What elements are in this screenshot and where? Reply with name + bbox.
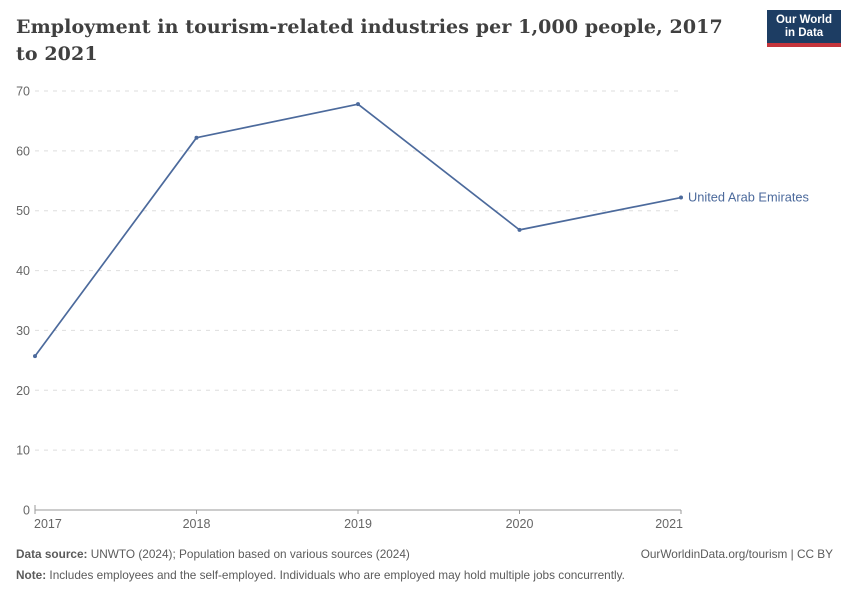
footer-row-note: Note: Includes employees and the self-em… [16, 568, 833, 582]
y-tick-label: 0 [23, 504, 30, 518]
note-label: Note: [16, 568, 47, 582]
y-tick-label: 30 [16, 324, 30, 338]
data-point[interactable] [356, 102, 360, 107]
data-source-label: Data source: [16, 547, 88, 561]
x-tick-label: 2019 [344, 517, 372, 531]
series-line[interactable] [34, 103, 682, 357]
line-chart[interactable]: 0 10 20 30 40 50 60 70 2017 2018 2019 2020 2021 Unite… [0, 75, 850, 545]
x-tick-label: 2020 [506, 517, 534, 531]
y-tick-label: 40 [16, 264, 30, 278]
y-tick-label: 60 [16, 144, 30, 158]
footer-row-source: Data source: UNWTO (2024); Population ba… [16, 547, 833, 561]
y-tick-label: 70 [16, 85, 30, 99]
data-point[interactable] [33, 354, 37, 359]
owid-logo: Our World in Data [767, 10, 841, 47]
owid-logo-line2: in Data [784, 26, 824, 39]
x-tick-label: 2018 [183, 517, 211, 531]
chart-title: Employment in tourism-related industries… [16, 16, 723, 65]
x-tick-label: 2017 [34, 517, 62, 531]
y-tick-label: 50 [16, 204, 30, 218]
note-text: Note: Includes employees and the self-em… [16, 568, 625, 582]
data-point[interactable] [679, 195, 683, 200]
x-tick-label: 2021 [655, 517, 683, 531]
data-source-text: Data source: UNWTO (2024); Population ba… [16, 547, 410, 561]
note-value: Includes employees and the self-employed… [46, 568, 625, 582]
series-label: United Arab Emirates [688, 190, 809, 205]
data-point[interactable] [194, 135, 199, 140]
y-tick-label: 10 [16, 444, 30, 458]
owid-link[interactable]: OurWorldinData.org/tourism | CC BY [640, 547, 833, 561]
owid-logo-line1: Our World [775, 13, 832, 26]
chart-footer: Data source: UNWTO (2024); Population ba… [16, 547, 833, 589]
data-source-value: UNWTO (2024); Population based on variou… [87, 547, 410, 561]
y-tick-label: 20 [16, 384, 30, 398]
data-point[interactable] [517, 227, 522, 232]
